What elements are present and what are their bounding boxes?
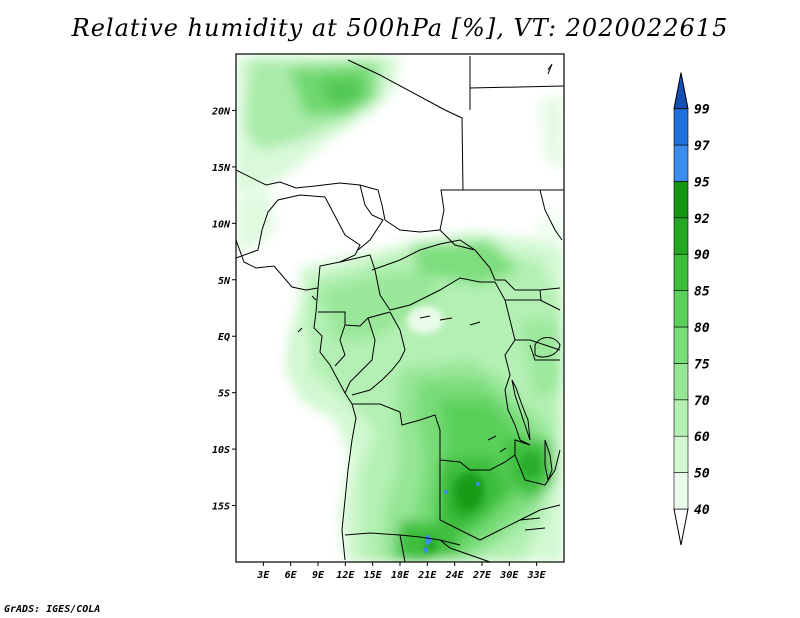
lon-tick-label: 18E — [391, 570, 410, 581]
colorbar-label: 80 — [694, 321, 710, 336]
colorbar-label: 50 — [694, 467, 710, 482]
humidity-field — [236, 56, 564, 562]
colorbar-label: 92 — [694, 212, 710, 227]
lon-tick-label: 3E — [256, 570, 270, 581]
lat-tick-label: EQ — [218, 332, 230, 343]
lat-tick-label: 20N — [211, 106, 231, 117]
colorbar-segment — [673, 435, 689, 473]
colorbar-label: 40 — [694, 503, 710, 518]
map-title: Relative humidity at 500hPa [%], VT: 202… — [71, 14, 729, 42]
lat-tick-label: 5N — [218, 276, 231, 287]
colorbar-segment — [673, 144, 689, 182]
lat-tick-label: 5S — [218, 389, 230, 400]
colorbar-segment — [673, 181, 689, 219]
lon-tick-label: 6E — [285, 570, 298, 581]
colorbar: 40 50 60 70 75 80 85 90 92 95 97 99 — [673, 72, 710, 546]
lat-tick-label: 15N — [212, 163, 231, 174]
axis-ticks: 3E 6E 9E 12E 15E 18E 21E 24E 27E 30E 33E 20N 15N 10N 5… — [211, 106, 547, 581]
colorbar-segment — [673, 472, 689, 510]
colorbar-label: 75 — [694, 357, 710, 372]
lon-tick-label: 24E — [445, 570, 465, 581]
colorbar-label: 95 — [694, 175, 710, 190]
colorbar-label: 70 — [694, 394, 710, 409]
lon-tick-label: 12E — [336, 570, 355, 581]
colorbar-segment — [673, 290, 689, 328]
grads-credit: GrADS: IGES/COLA — [4, 604, 101, 615]
lon-tick-label: 27E — [472, 570, 492, 581]
lat-tick-label: 15S — [212, 502, 230, 513]
colorbar-segment — [673, 363, 689, 401]
country-borders — [236, 56, 564, 562]
colorbar-segment — [673, 217, 689, 255]
colorbar-label: 99 — [694, 103, 710, 118]
lon-tick-label: 33E — [527, 570, 547, 581]
humidity-north — [236, 56, 564, 250]
lat-tick-label: 10S — [212, 445, 230, 456]
lat-tick-label: 10N — [212, 219, 231, 230]
lon-tick-label: 30E — [499, 570, 519, 581]
colorbar-segment — [673, 326, 689, 364]
colorbar-label: 90 — [694, 248, 710, 263]
colorbar-segment — [673, 399, 689, 437]
colorbar-label: 97 — [694, 139, 710, 154]
lon-tick-label: 15E — [364, 570, 383, 581]
colorbar-segment — [673, 253, 689, 291]
colorbar-low-triangle — [673, 508, 689, 546]
colorbar-segment — [673, 108, 689, 146]
colorbar-label: 85 — [694, 285, 710, 300]
colorbar-label: 60 — [694, 430, 710, 445]
colorbar-high-triangle — [673, 72, 689, 110]
lon-tick-label: 9E — [312, 570, 325, 581]
lon-tick-label: 21E — [417, 570, 437, 581]
humidity-central — [285, 232, 564, 562]
